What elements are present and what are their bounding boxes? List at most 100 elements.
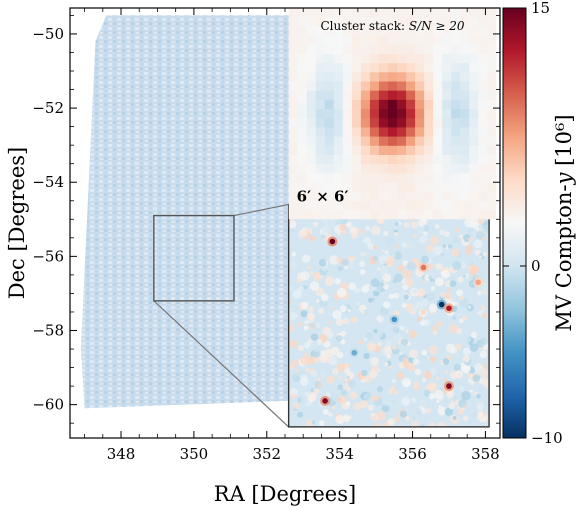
stack-pixel xyxy=(306,182,317,193)
stack-pixel xyxy=(351,127,362,138)
stack-pixel xyxy=(333,44,344,55)
stack-pixel xyxy=(342,17,353,27)
stack-pixel xyxy=(288,191,299,202)
stack-pixel xyxy=(442,8,452,18)
zoom-noise-blob xyxy=(446,391,454,399)
zoom-noise-blob xyxy=(412,358,420,365)
zoom-noise-blob xyxy=(410,397,417,403)
stack-pixel xyxy=(469,90,479,101)
stack-pixel xyxy=(378,173,389,183)
stack-pixel xyxy=(306,154,317,165)
zoom-noise-blob xyxy=(407,363,416,372)
zoom-noise-blob xyxy=(435,376,440,381)
zoom-noise-blob xyxy=(457,276,464,283)
stack-pixel xyxy=(315,200,326,211)
stack-pixel xyxy=(442,35,452,46)
stack-pixel xyxy=(369,90,380,101)
zoom-noise-blob xyxy=(413,233,417,238)
stack-pixel xyxy=(460,17,470,27)
stack-pixel xyxy=(351,99,362,110)
zoom-noise-blob xyxy=(480,304,485,309)
stack-pixel xyxy=(306,17,317,27)
stack-pixel xyxy=(288,26,299,36)
point-source xyxy=(438,301,445,308)
stack-pixel xyxy=(442,109,452,119)
stack-pixel xyxy=(415,136,425,147)
stack-pixel xyxy=(378,53,389,64)
stack-pixel xyxy=(460,191,470,202)
stack-pixel xyxy=(433,118,443,128)
stack-pixel xyxy=(469,136,479,147)
stack-pixel xyxy=(333,136,344,147)
stack-pixel xyxy=(415,35,425,46)
stack-pixel xyxy=(451,8,461,18)
zoom-noise-blob xyxy=(305,419,313,427)
zoom-noise-blob xyxy=(348,256,352,260)
point-source xyxy=(391,316,398,323)
stack-pixel xyxy=(288,109,299,119)
stack-pixel xyxy=(469,145,479,156)
stack-pixel xyxy=(342,182,353,193)
stack-pixel xyxy=(451,109,461,119)
stack-pixel xyxy=(315,210,326,220)
stack-pixel xyxy=(433,53,443,64)
stack-pixel xyxy=(451,210,461,220)
zoom-noise-blob xyxy=(434,277,444,287)
zoom-noise-blob xyxy=(405,329,409,333)
zoom-noise-blob xyxy=(337,397,342,402)
stack-pixel xyxy=(369,72,380,82)
stack-pixel xyxy=(478,210,488,220)
zoom-noise-blob xyxy=(482,252,487,257)
zoom-noise-blob xyxy=(454,370,464,379)
zoom-noise-blob xyxy=(452,415,457,420)
zoom-noise-blob xyxy=(372,255,378,262)
zoom-noise-blob xyxy=(290,393,297,399)
zoom-noise-blob xyxy=(296,278,301,283)
zoom-noise-blob xyxy=(332,368,339,375)
stack-pixel xyxy=(360,127,371,138)
zoom-noise-blob xyxy=(456,289,464,297)
stack-pixel xyxy=(451,164,461,174)
stack-pixel xyxy=(478,145,488,156)
zoom-noise-blob xyxy=(304,391,310,397)
zoom-noise-blob xyxy=(314,322,321,329)
zoom-noise-blob xyxy=(452,237,459,244)
zoom-noise-blob xyxy=(317,382,323,388)
zoom-noise-blob xyxy=(448,324,459,334)
zoom-noise-blob xyxy=(307,312,316,321)
stack-pixel xyxy=(442,90,452,101)
zoom-noise-blob xyxy=(309,322,316,329)
stack-pixel xyxy=(469,44,479,55)
stack-pixel xyxy=(406,210,416,220)
stack-pixel xyxy=(369,109,380,119)
stack-pixel xyxy=(324,164,335,174)
stack-pixel xyxy=(306,200,317,211)
stack-pixel xyxy=(342,26,353,36)
stack-pixel xyxy=(351,72,362,82)
stack-pixel xyxy=(433,164,443,174)
stack-pixel xyxy=(469,63,479,73)
stack-pixel xyxy=(297,164,308,174)
zoom-noise-blob xyxy=(337,232,341,236)
zoom-noise-blob xyxy=(442,244,447,248)
zoom-noise-blob xyxy=(440,269,450,279)
stack-pixel xyxy=(442,164,452,174)
zoom-noise-blob xyxy=(437,421,446,427)
zoom-noise-blob xyxy=(388,365,393,370)
stack-pixel xyxy=(460,90,470,101)
zoom-noise-blob xyxy=(384,339,393,347)
stack-pixel xyxy=(487,90,497,101)
zoom-noise-blob xyxy=(422,279,427,284)
stack-pixel xyxy=(324,109,335,119)
stack-pixel xyxy=(288,72,299,82)
zoom-noise-blob xyxy=(430,286,436,291)
zoom-noise-blob xyxy=(309,235,316,242)
stack-pixel xyxy=(469,99,479,110)
stack-pixel xyxy=(297,200,308,211)
stack-pixel xyxy=(469,81,479,92)
stack-pixel xyxy=(351,164,362,174)
zoom-noise-blob xyxy=(482,312,487,318)
zoom-noise-blob xyxy=(319,354,328,364)
stack-pixel xyxy=(297,35,308,46)
zoom-noise-blob xyxy=(302,254,311,263)
